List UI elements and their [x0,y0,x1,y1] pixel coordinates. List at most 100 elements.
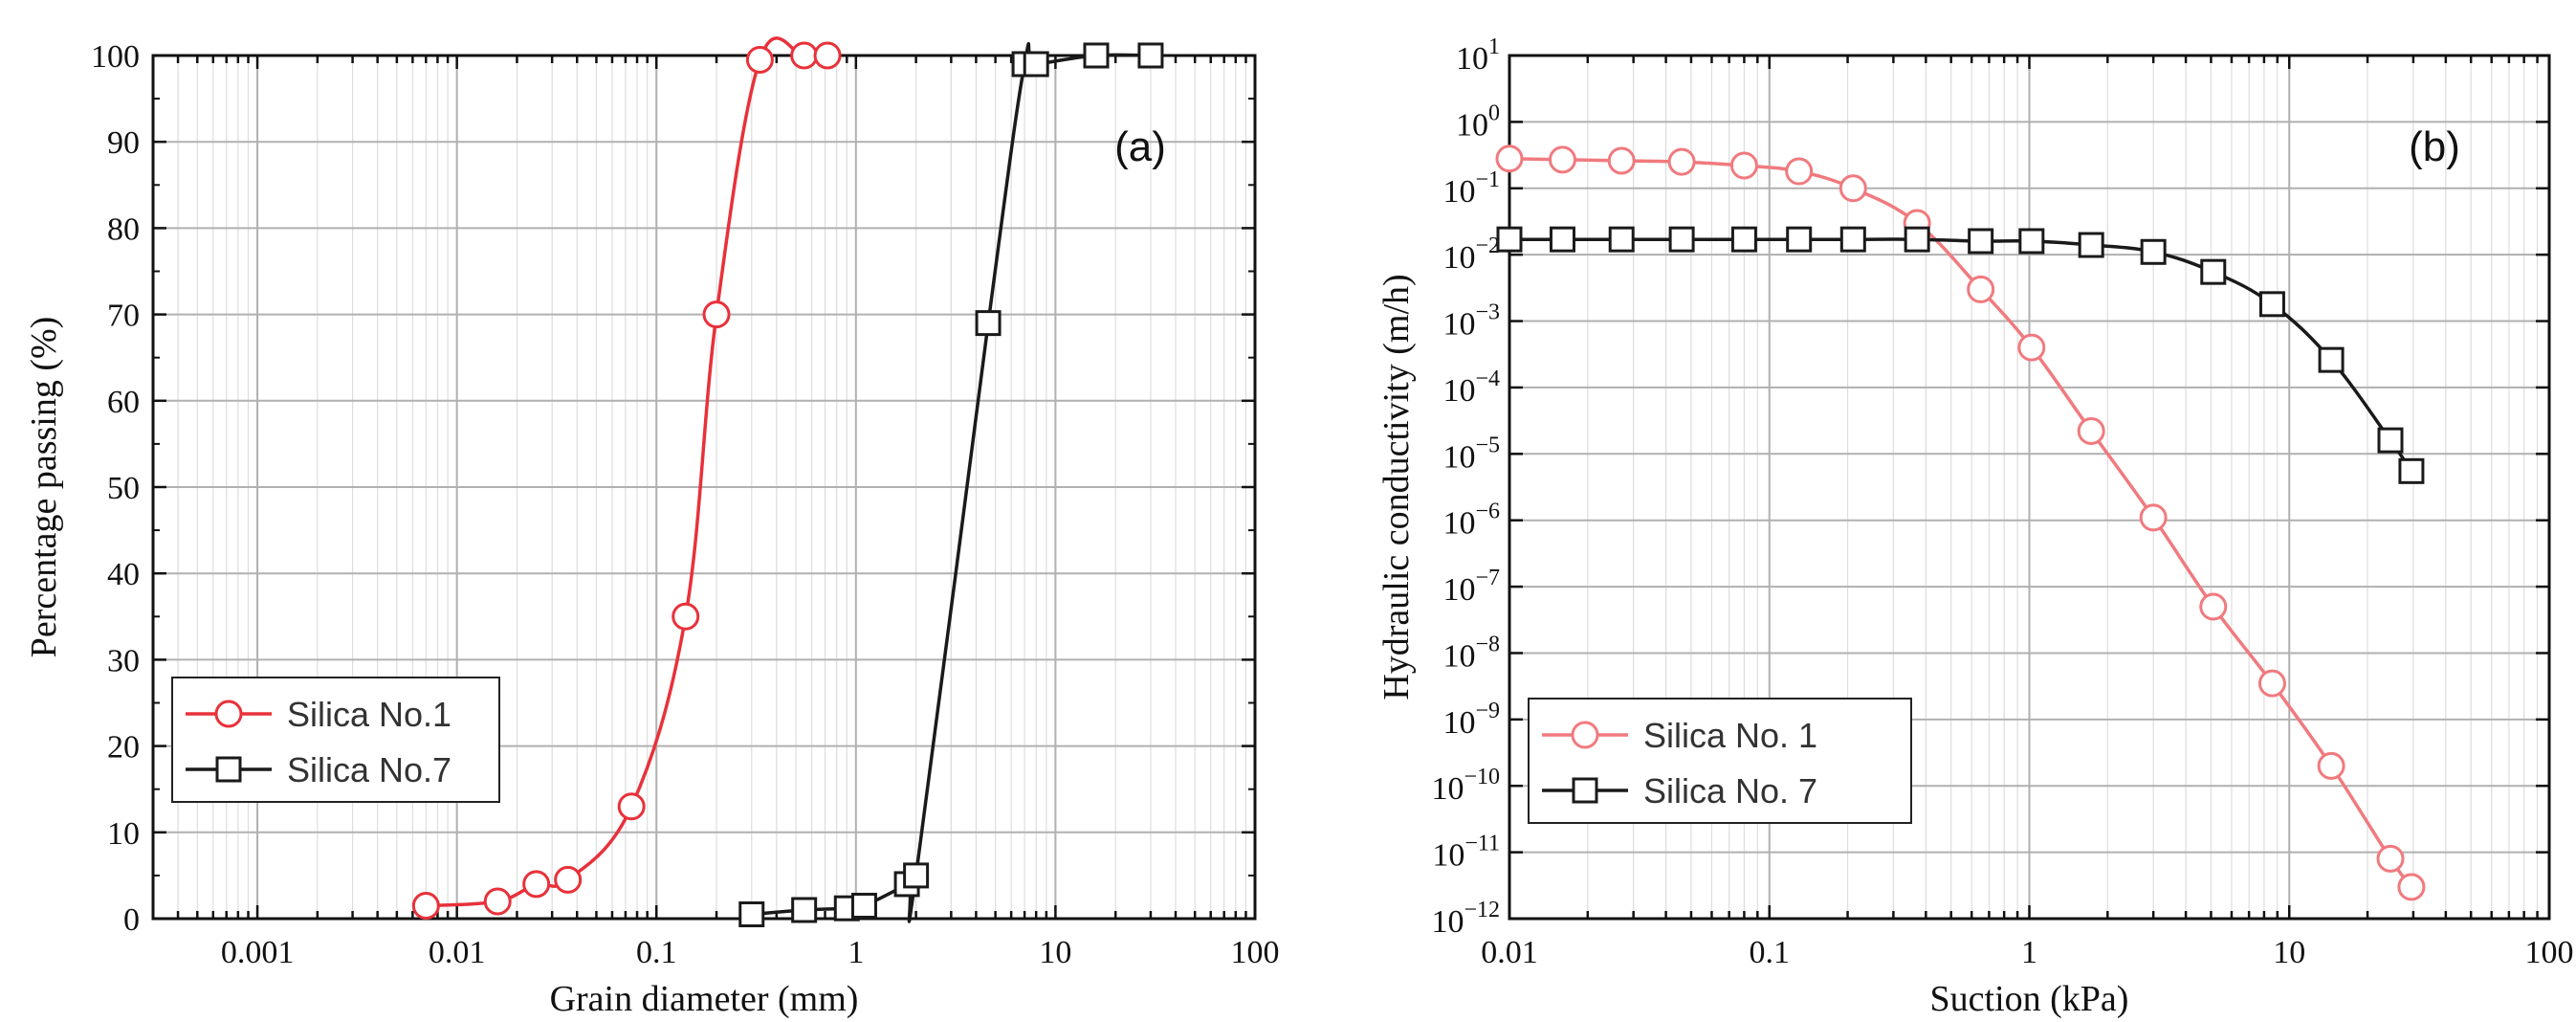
y-tick-base: 10 [1442,506,1475,542]
data-point [2140,238,2167,265]
data-point [791,897,818,923]
y-tick-label: 100 [1456,100,1500,143]
y-tick-exponent: −11 [1464,832,1500,856]
x-tick-label: 1 [2021,935,2037,970]
y-tick-label: 10−7 [1442,566,1500,608]
data-point [790,41,819,70]
x-tick-label: 100 [2525,935,2574,970]
data-point [483,887,512,916]
data-point [1023,51,1049,78]
data-point [2397,873,2426,901]
y-tick-label: 10−11 [1432,832,1500,874]
y-tick-label: 10−9 [1442,699,1500,741]
y-tick-exponent: 1 [1488,34,1500,59]
data-point [2377,427,2404,454]
y-tick-label: 30 [107,643,140,678]
data-point [1785,157,1814,186]
y-tick-exponent: −4 [1475,367,1500,391]
y-tick-exponent: −3 [1475,300,1500,325]
y-tick-base: 10 [1442,307,1475,343]
y-tick-exponent: −10 [1464,765,1500,789]
series-silica-no-7 [1496,226,2425,484]
data-point [745,46,774,75]
y-tick-base: 10 [1442,240,1475,276]
legend: Silica No.1 Silica No.7 [171,677,500,803]
legend-box [1528,698,1912,824]
legend-label: Silica No.1 [287,695,451,734]
data-point [738,900,765,927]
data-point [672,602,700,631]
data-point [554,865,583,894]
data-point [522,870,551,899]
y-tick-base: 10 [1432,838,1464,874]
y-axis-title: Hydraulic conductivity (m/h) [1376,274,1417,700]
data-point [2199,592,2228,621]
y-tick-base: 10 [1442,638,1475,674]
y-tick-label: 80 [107,211,140,247]
data-point [1495,144,1524,173]
y-tick-label: 10−10 [1431,765,1500,807]
data-point [411,891,440,920]
data-point [813,41,842,70]
x-tick-label: 10 [1039,935,1071,970]
y-axis-title: Percentage passing (%) [24,317,64,658]
x-tick-label: 0.1 [1750,935,1791,970]
legend-marker [1571,721,1599,749]
y-tick-label: 10−12 [1431,898,1500,940]
x-axis-title: Suction (kPa) [1930,979,2129,1019]
data-point [2376,844,2405,873]
data-point [617,792,646,821]
y-tick-exponent: −2 [1475,233,1500,258]
data-point [1607,146,1636,175]
x-tick-label: 0.1 [636,935,677,970]
y-tick-base: 10 [1442,439,1475,475]
y-tick-label: 101 [1456,34,1500,77]
data-point [2398,457,2425,484]
y-tick-label: 90 [107,125,140,161]
data-point [2017,333,2046,362]
y-tick-label: 10 [107,816,140,852]
y-tick-base: 10 [1442,174,1475,210]
data-point [1730,226,1757,253]
y-tick-exponent: −7 [1475,566,1500,590]
data-point [2318,346,2345,373]
y-tick-label: 10−8 [1442,632,1500,674]
data-point [2078,232,2104,258]
y-tick-label: 10−2 [1442,233,1500,276]
data-point [2018,228,2045,255]
data-point [2077,417,2105,446]
legend-marker [214,700,243,728]
x-tick-label: 100 [1231,935,1280,970]
y-tick-label: 0 [123,902,140,938]
data-point [2257,669,2286,698]
series-silica-no-1 [411,36,842,920]
legend: Silica No. 1 Silica No. 7 [1528,698,1912,824]
data-point [1967,275,1995,303]
y-tick-base: 10 [1442,705,1475,741]
y-tick-base: 10 [1456,107,1488,143]
data-point [702,300,731,329]
series-silica-no-7 [738,42,1164,927]
data-point [2139,503,2168,532]
data-point [1548,145,1576,174]
legend-label: Silica No. 1 [1643,716,1817,755]
panel-label: (b) [2409,123,2460,170]
chart-panel-b: 0.01 0.1 1 10 10010110010−110−210−310−410−51… [1376,34,2574,1019]
x-tick-label: 0.01 [429,935,486,970]
data-point [975,310,1002,337]
y-tick-label: 10−3 [1442,300,1500,343]
y-tick-exponent: −5 [1475,433,1500,457]
data-point [2258,291,2285,318]
legend-marker [1572,777,1598,804]
y-tick-base: 10 [1442,572,1475,608]
y-tick-label: 10−1 [1442,167,1500,210]
y-tick-base: 10 [1431,904,1464,940]
tick-marks [1508,54,2551,921]
data-point [903,862,930,889]
data-point [1608,226,1635,253]
legend-marker [215,756,242,783]
legend-label: Silica No.7 [287,750,451,789]
y-tick-label: 10−5 [1442,433,1500,475]
data-point [1668,226,1695,253]
